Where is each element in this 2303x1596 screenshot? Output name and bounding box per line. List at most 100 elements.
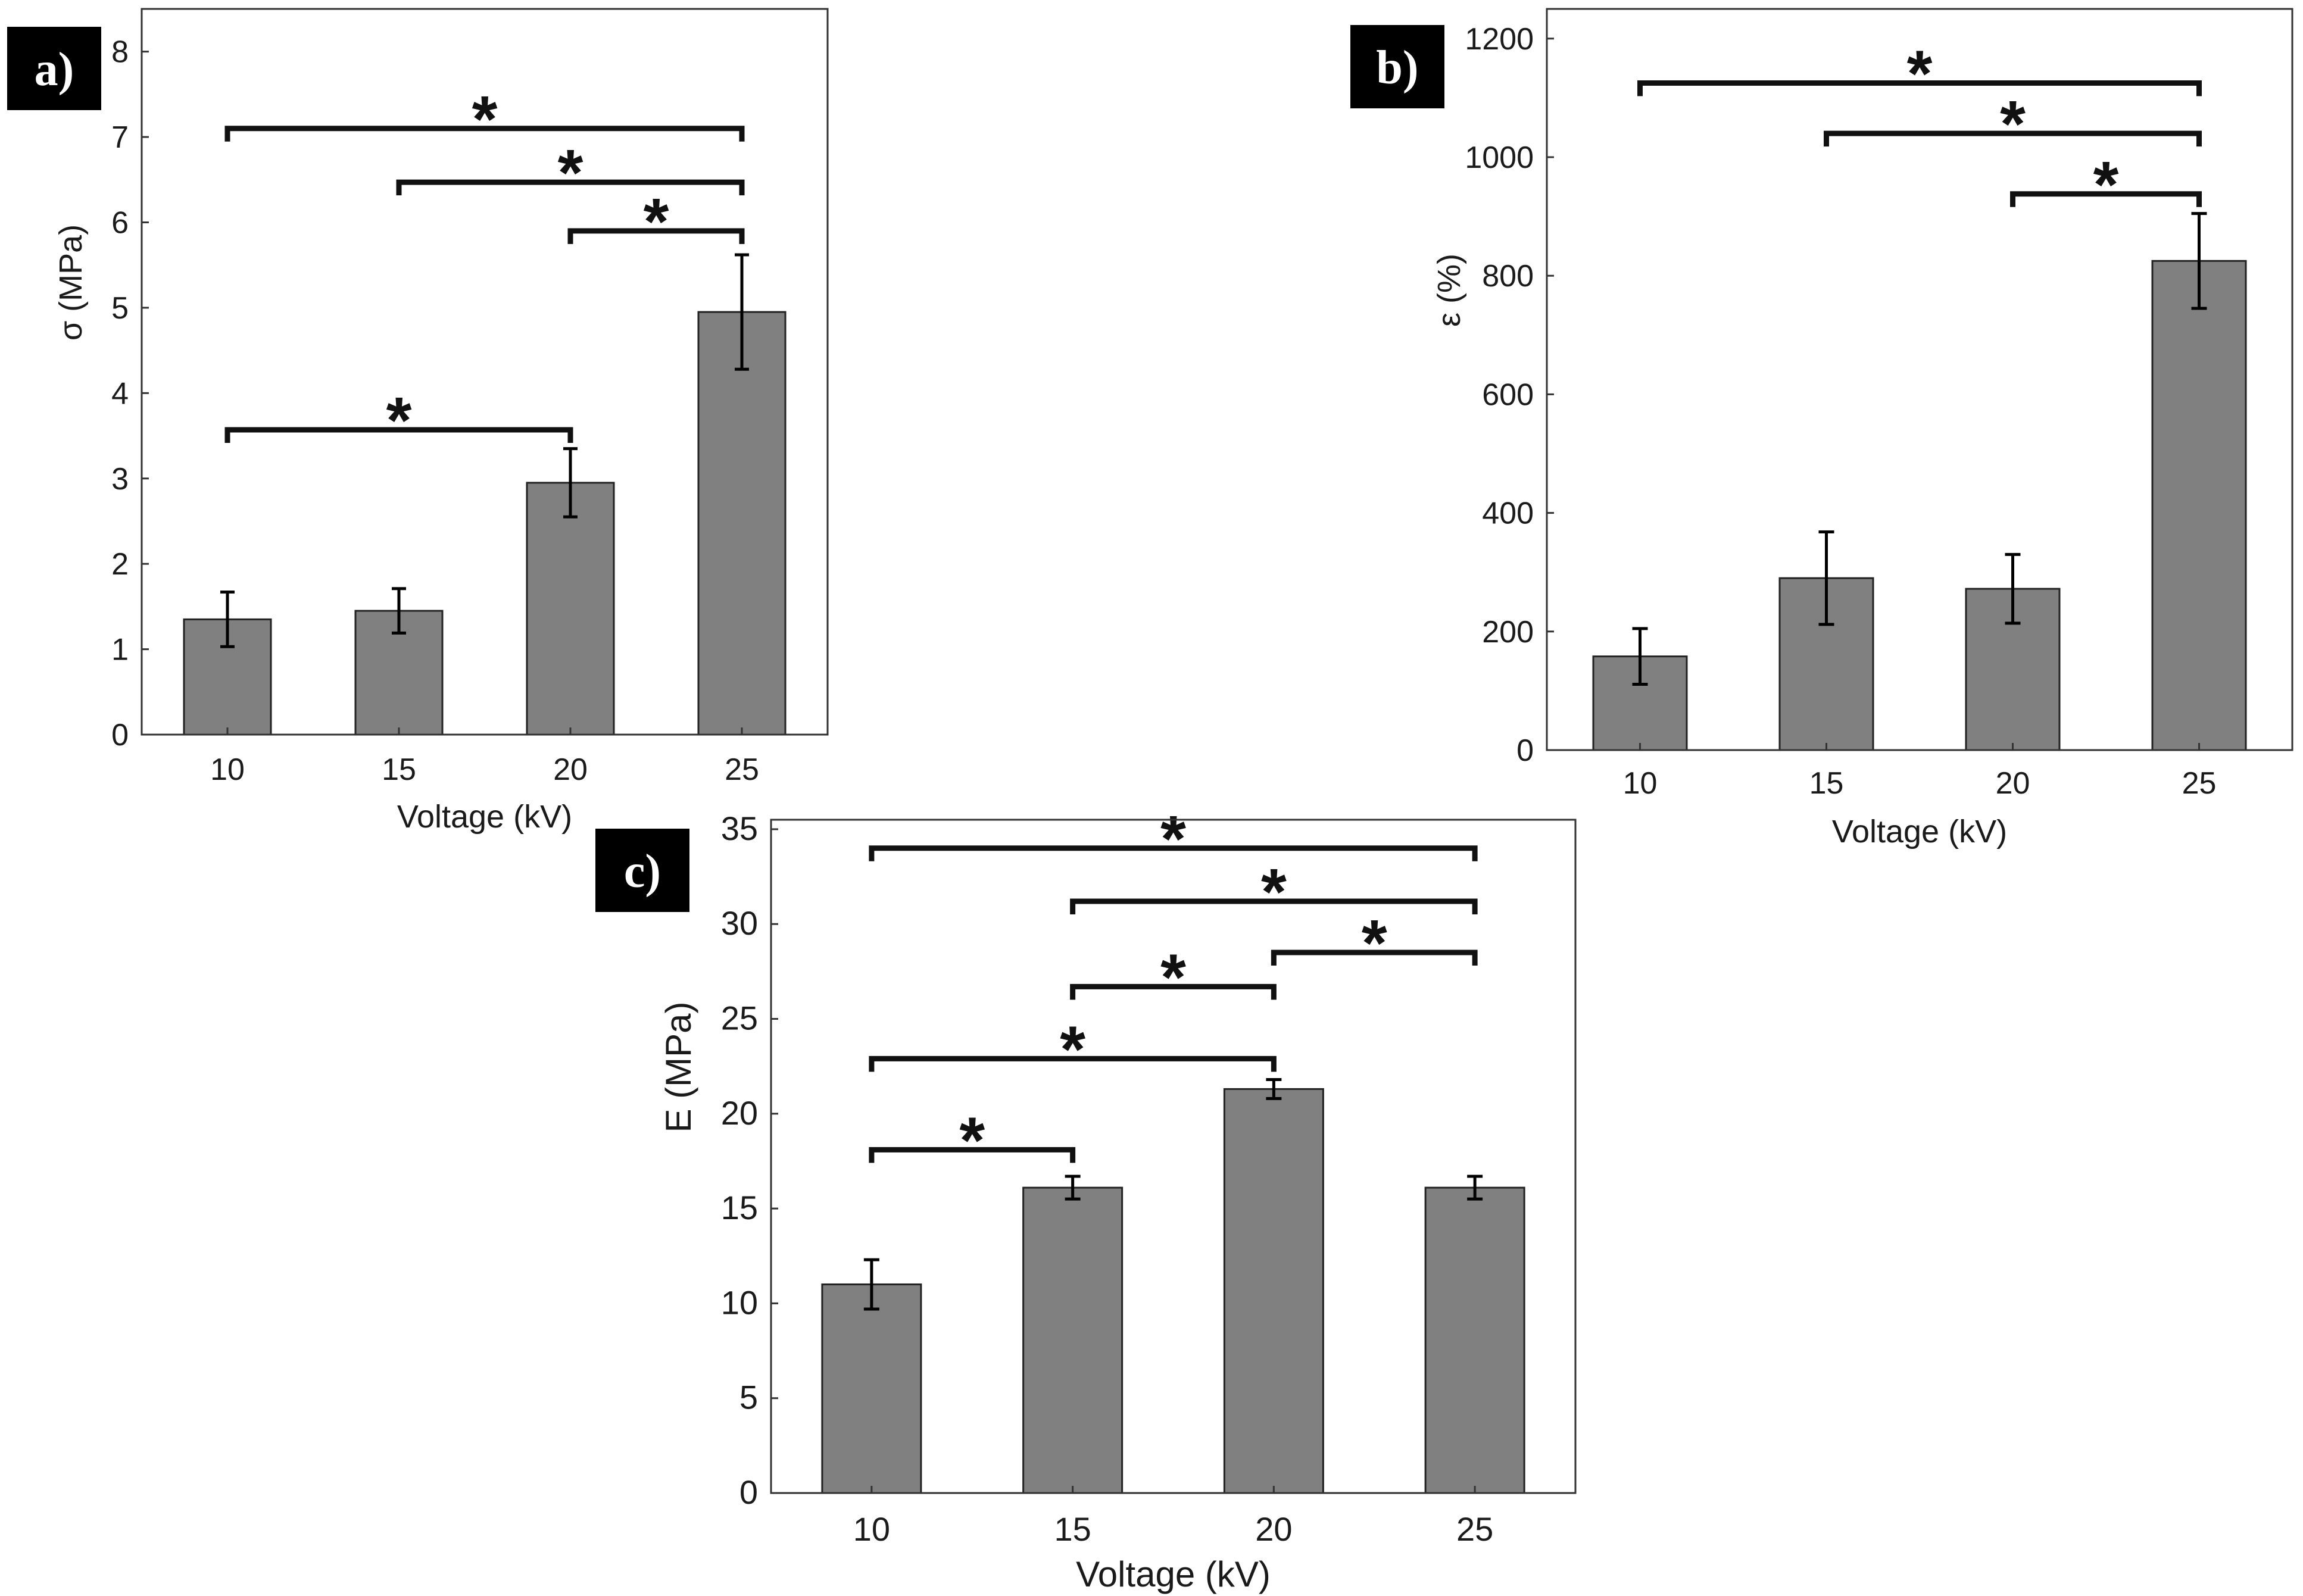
x-tick-label: 10 xyxy=(853,1510,890,1548)
bar-20 xyxy=(526,482,615,736)
y-tick-label: 1000 xyxy=(1465,140,1534,175)
significance-bracket: * xyxy=(567,185,745,258)
y-tick-label: 7 xyxy=(111,120,129,155)
panel-badge: c) xyxy=(595,829,689,912)
y-tick-label: 200 xyxy=(1482,615,1534,649)
error-bar-25 xyxy=(2191,212,2207,310)
significance-star: * xyxy=(472,83,498,156)
y-tick-label: 800 xyxy=(1482,259,1534,293)
significance-star: * xyxy=(386,384,412,457)
significance-bracket: * xyxy=(1637,38,2202,111)
error-bar-25 xyxy=(735,253,749,371)
bracket-line xyxy=(567,228,745,244)
y-tick-label: 5 xyxy=(111,291,129,326)
error-bar-15 xyxy=(1818,530,1834,626)
y-axis-label: σ (MPa) xyxy=(53,224,89,341)
x-axis-label: Voltage (kV) xyxy=(397,799,572,835)
significance-star: * xyxy=(644,185,669,258)
y-tick-label: 35 xyxy=(721,810,758,847)
x-tick-label: 15 xyxy=(382,752,416,787)
significance-bracket: * xyxy=(869,1104,1076,1177)
x-axis-label: Voltage (kV) xyxy=(1076,1554,1271,1594)
y-tick-label: 1 xyxy=(111,633,129,667)
y-tick-label: 8 xyxy=(111,35,129,70)
panel-badge-label: c) xyxy=(624,845,661,898)
x-tick-label: 20 xyxy=(1255,1510,1292,1548)
bracket-line xyxy=(2010,191,2202,207)
bar-25 xyxy=(1424,1186,1525,1494)
y-tick-label: 5 xyxy=(739,1379,758,1416)
panel-c: * * * * * * 0 5 10 15 20 25 30 35 10 15 20 25 Voltage (kV)… xyxy=(595,802,1577,1594)
y-tick-label: 3 xyxy=(111,462,129,496)
significance-star: * xyxy=(558,136,583,210)
panel-badge-box xyxy=(7,27,101,110)
significance-star: * xyxy=(1060,1013,1085,1086)
bracket-line xyxy=(224,126,745,142)
panel-b: * * * 0 200 400 600 800 1000 1200 10 15 20 25 Voltage … xyxy=(1350,8,2293,849)
significance-star: * xyxy=(2093,148,2119,221)
panel-badge-box xyxy=(1350,25,1444,108)
significance-bracket: * xyxy=(869,802,1478,876)
y-tick-label: 30 xyxy=(721,904,758,942)
significance-bracket: * xyxy=(396,136,745,210)
bracket-line xyxy=(396,179,745,196)
bar-25 xyxy=(2151,260,2247,751)
significance-star: * xyxy=(1907,38,1933,111)
error-bar-20 xyxy=(563,447,578,519)
y-tick-label: 400 xyxy=(1482,496,1534,531)
significance-bracket: * xyxy=(224,384,573,457)
bar-20 xyxy=(1223,1088,1324,1494)
significance-star: * xyxy=(2000,88,2026,161)
bracket-line xyxy=(1070,898,1478,914)
y-tick-label: 15 xyxy=(721,1189,758,1226)
significance-bracket: * xyxy=(1070,855,1478,929)
x-tick-label: 15 xyxy=(1054,1510,1091,1548)
error-bar-20 xyxy=(1266,1077,1282,1100)
y-tick-label: 0 xyxy=(1516,733,1534,768)
bracket-line xyxy=(869,1055,1277,1072)
x-tick-label: 25 xyxy=(2182,766,2217,801)
significance-star: * xyxy=(1160,802,1186,876)
x-tick-label: 25 xyxy=(1456,1510,1493,1548)
error-bar-25 xyxy=(1467,1175,1483,1201)
bracket-line xyxy=(224,427,573,443)
significance-star: * xyxy=(1362,907,1387,980)
y-tick-label: 1200 xyxy=(1465,22,1534,57)
y-tick-label: 25 xyxy=(721,1000,758,1037)
x-tick-label: 15 xyxy=(1809,766,1844,801)
panel-badge-label: a) xyxy=(35,43,74,96)
bracket-line xyxy=(1824,130,2202,147)
bracket-line xyxy=(1637,80,2202,96)
significance-bracket: * xyxy=(869,1013,1277,1086)
bracket-line xyxy=(1070,983,1277,1000)
error-bar-15 xyxy=(392,587,406,635)
y-tick-label: 20 xyxy=(721,1094,758,1132)
bracket-line xyxy=(869,1147,1076,1163)
x-tick-label: 10 xyxy=(1623,766,1658,801)
y-tick-label: 2 xyxy=(111,547,129,582)
bracket-line xyxy=(1271,950,1478,966)
significance-star: * xyxy=(1261,855,1287,929)
y-tick-label: 0 xyxy=(739,1473,758,1511)
plot-frame xyxy=(1546,8,2293,751)
significance-bracket: * xyxy=(1271,907,1478,980)
error-bar-10 xyxy=(1632,627,1648,686)
significance-star: * xyxy=(959,1104,985,1177)
significance-bracket: * xyxy=(1070,941,1277,1014)
y-tick-label: 600 xyxy=(1482,377,1534,412)
y-axis-label: ε (%) xyxy=(1431,254,1467,327)
panel-badge-box xyxy=(595,829,689,912)
plot-frame xyxy=(141,8,829,736)
error-bar-15 xyxy=(1065,1175,1081,1201)
bracket-line xyxy=(869,845,1478,861)
panel-a: * * * * 0 1 2 3 4 5 6 7 8 10 15 20 25 Voltage (kV) σ (MPa)… xyxy=(7,8,829,835)
error-bar-20 xyxy=(2005,552,2021,625)
significance-star: * xyxy=(1160,941,1186,1014)
x-tick-label: 20 xyxy=(553,752,588,787)
panel-badge-label: b) xyxy=(1376,42,1418,94)
error-bar-10 xyxy=(863,1258,879,1311)
panel-badge: a) xyxy=(7,27,101,110)
plot-frame xyxy=(770,819,1577,1494)
bar-15 xyxy=(1022,1186,1124,1494)
